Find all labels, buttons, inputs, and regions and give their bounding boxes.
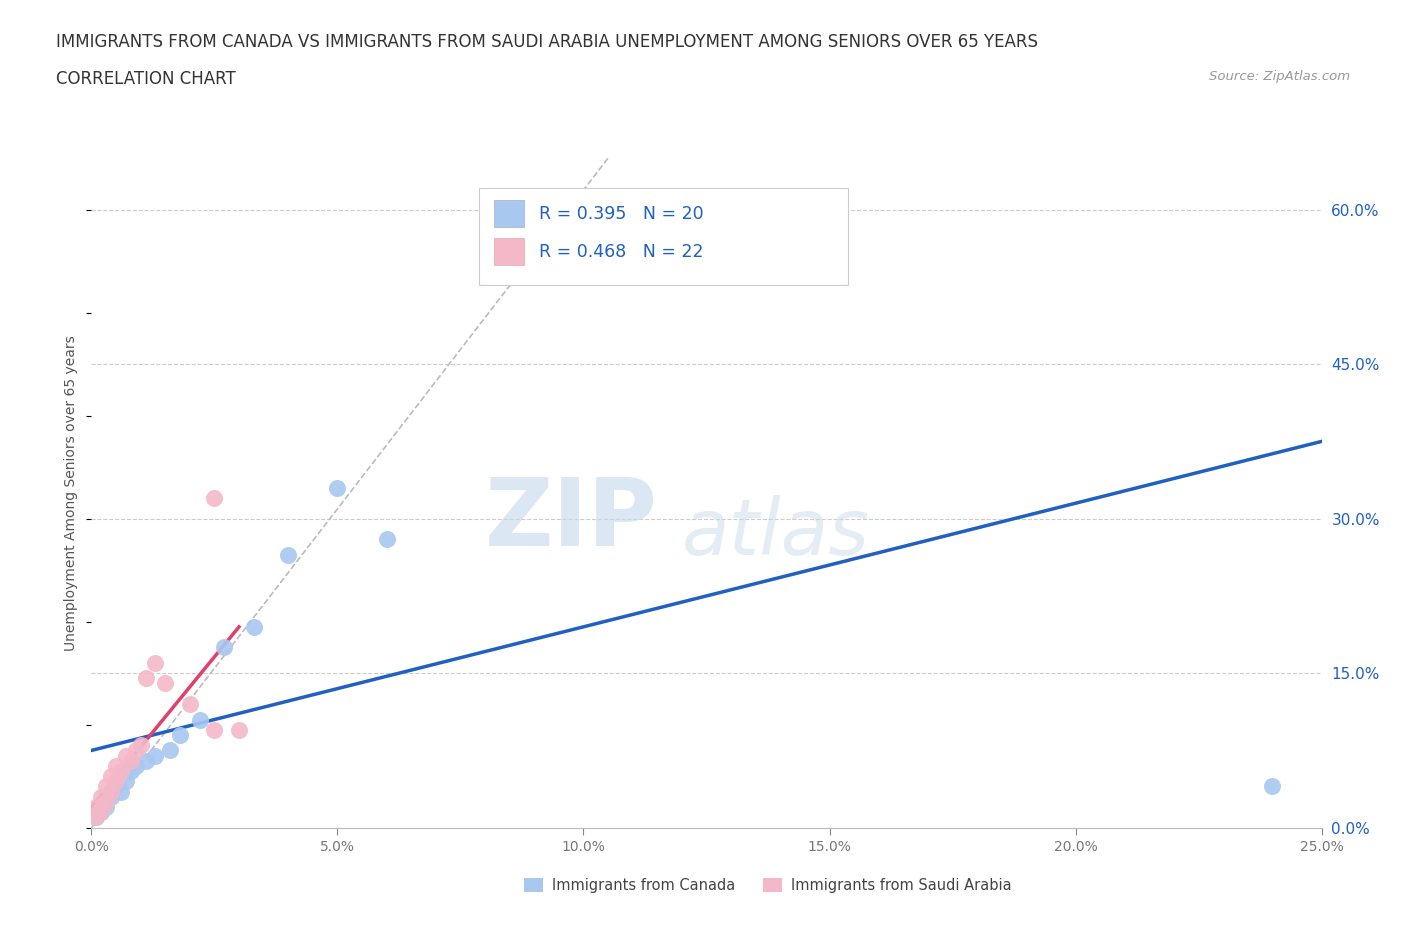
Point <box>153 676 177 691</box>
Point <box>86 800 108 815</box>
Text: Immigrants from Canada: Immigrants from Canada <box>551 878 735 893</box>
Point <box>326 480 349 495</box>
Bar <box>494 200 524 227</box>
Point <box>228 723 250 737</box>
Text: CORRELATION CHART: CORRELATION CHART <box>56 70 236 87</box>
Text: Source: ZipAtlas.com: Source: ZipAtlas.com <box>1209 70 1350 83</box>
Text: ZIP: ZIP <box>485 473 657 565</box>
Point <box>124 743 146 758</box>
Point <box>96 794 117 809</box>
Point <box>124 759 146 774</box>
Point <box>242 619 264 634</box>
Text: R = 0.468   N = 22: R = 0.468 N = 22 <box>540 243 703 260</box>
Text: IMMIGRANTS FROM CANADA VS IMMIGRANTS FROM SAUDI ARABIA UNEMPLOYMENT AMONG SENIOR: IMMIGRANTS FROM CANADA VS IMMIGRANTS FRO… <box>56 33 1038 50</box>
Point <box>145 656 166 671</box>
Point <box>105 779 127 794</box>
Point <box>375 532 398 547</box>
Point <box>169 727 191 742</box>
Point <box>135 753 156 768</box>
Point <box>114 774 138 789</box>
Y-axis label: Unemployment Among Seniors over 65 years: Unemployment Among Seniors over 65 years <box>65 335 79 651</box>
Point <box>179 697 201 711</box>
Point <box>100 784 122 799</box>
Point <box>188 712 211 727</box>
FancyBboxPatch shape <box>479 188 848 286</box>
Point <box>212 640 235 655</box>
Point <box>90 804 112 819</box>
Point <box>120 764 142 778</box>
Point <box>105 774 127 789</box>
Point <box>100 769 122 784</box>
Point <box>110 784 132 799</box>
Point <box>135 671 156 685</box>
Point <box>96 800 117 815</box>
Point <box>100 790 122 804</box>
Text: Immigrants from Saudi Arabia: Immigrants from Saudi Arabia <box>790 878 1011 893</box>
Point <box>96 779 117 794</box>
Point <box>129 737 152 752</box>
Point <box>202 723 225 737</box>
Text: atlas: atlas <box>682 495 870 571</box>
Point <box>90 790 112 804</box>
Point <box>159 743 181 758</box>
Bar <box>494 238 524 265</box>
Point <box>202 491 225 506</box>
Text: R = 0.395   N = 20: R = 0.395 N = 20 <box>540 205 704 222</box>
Point <box>1261 779 1284 794</box>
Point <box>114 748 138 763</box>
Point <box>120 753 142 768</box>
Point <box>105 759 127 774</box>
Point <box>86 810 108 825</box>
Point <box>110 764 132 778</box>
Point <box>277 547 299 562</box>
Point <box>90 804 112 819</box>
Point <box>145 748 166 763</box>
Point <box>86 810 108 825</box>
